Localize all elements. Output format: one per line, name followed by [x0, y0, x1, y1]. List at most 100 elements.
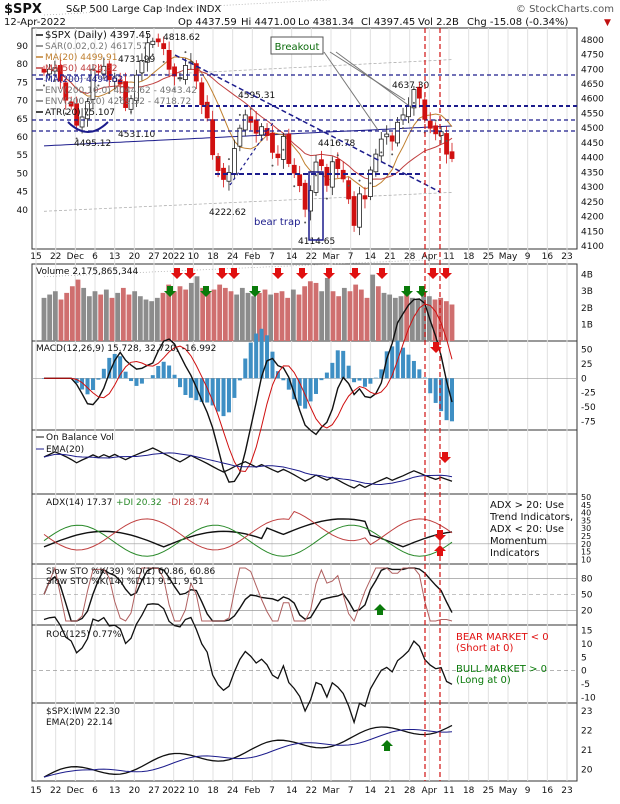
macd-histogram-bar	[96, 378, 100, 379]
macd-histogram-bar	[227, 378, 231, 412]
volume-red-arrow-icon	[296, 268, 308, 279]
volume-bar	[297, 295, 302, 341]
macd-histogram-bar	[167, 366, 171, 379]
x-tick-label-bottom: 7	[348, 786, 354, 796]
x-tick-label-bottom: 14	[365, 786, 377, 796]
price-legend-entry: MA(50) 4424.32	[45, 64, 117, 74]
sar-dot	[348, 185, 350, 187]
breakout-label: Breakout	[275, 42, 320, 53]
x-tick-label-top: 24	[227, 252, 239, 262]
sar-dot	[141, 73, 143, 75]
candle-body	[281, 136, 285, 159]
candle-body	[216, 156, 220, 170]
candle-body	[374, 154, 378, 172]
macd-histogram-bar	[423, 378, 427, 379]
x-tick-label-bottom: May	[499, 786, 518, 796]
volume-tick-label: 3B	[581, 287, 593, 297]
volume-bar	[127, 295, 132, 341]
sar-dot	[413, 102, 415, 104]
volume-bar	[70, 286, 75, 341]
sto-tick-label: 50	[581, 591, 593, 601]
x-tick-label-bottom: 24	[227, 786, 239, 796]
price-annotation: 4114.65	[298, 237, 335, 247]
rsi-scale-label: 60	[17, 133, 29, 143]
x-tick-label-bottom: 14	[286, 786, 298, 796]
volume-bar	[115, 293, 120, 341]
candle-body	[156, 39, 160, 42]
candle-body	[292, 165, 296, 173]
breakout-pointer-2	[330, 52, 405, 100]
volume-green-arrow-icon	[416, 286, 428, 297]
volume-bar	[87, 296, 92, 341]
roc-tick-label: 0	[581, 667, 587, 677]
price-legend-entry: ATR(20) 75.107	[45, 108, 115, 118]
macd-histogram-bar	[319, 378, 323, 380]
volume-bar	[47, 295, 52, 341]
sto-green-arrow-icon	[374, 604, 386, 615]
volume-bar	[206, 293, 211, 341]
sar-dot	[130, 111, 132, 113]
macd-histogram-bar	[309, 378, 313, 401]
volume-bar	[365, 298, 370, 341]
macd-histogram-bar	[374, 378, 378, 379]
adx-note-line: Trend Indicators,	[489, 512, 573, 523]
rsi-scale-label: 70	[17, 97, 29, 107]
ohlc-open: Op 4437.59	[178, 17, 237, 28]
x-tick-label-top: 14	[286, 252, 298, 262]
price-annotation: 4222.62	[209, 208, 246, 218]
macd-histogram-bar	[173, 375, 177, 379]
volume-bar	[302, 286, 307, 341]
macd-histogram-bar	[417, 369, 421, 378]
candle-body	[347, 181, 351, 199]
volume-bar	[59, 300, 64, 341]
candle-body	[211, 120, 215, 155]
ratio-tick-label: 21	[581, 746, 592, 756]
price-annotation: 4416.78	[318, 139, 355, 149]
x-tick-label-top: 16	[542, 252, 554, 262]
candle-body	[401, 115, 405, 120]
volume-green-arrow-icon	[401, 286, 413, 297]
price-legend-entry: ENV(200,5.0) 4269.32 - 4718.72	[45, 97, 191, 107]
bear-market-note: BEAR MARKET < 0	[456, 632, 549, 643]
sar-dot	[282, 149, 284, 151]
rsi-scale-label: 50	[17, 169, 29, 179]
sar-dot	[369, 182, 371, 184]
x-tick-label-bottom: Mar	[323, 786, 340, 796]
candle-body	[243, 115, 247, 130]
macd-histogram-bar	[238, 378, 242, 380]
volume-bar	[110, 298, 115, 341]
candle-body	[276, 154, 280, 158]
candle-body	[358, 194, 362, 227]
volume-red-arrow-icon	[171, 268, 183, 279]
rsi-scale-label: 75	[17, 78, 28, 88]
obv-ema-legend: EMA(20)	[46, 445, 84, 455]
volume-bar	[325, 278, 330, 341]
volume-bar	[342, 288, 347, 341]
volume-bar	[212, 290, 217, 341]
volume-legend: Volume 2,175,865,344	[36, 267, 138, 277]
macd-histogram-bar	[216, 378, 220, 411]
price-tick-label: 4500	[581, 124, 604, 134]
sar-dot	[163, 61, 165, 63]
ohlc-volume: Vol 2.2B	[418, 17, 459, 28]
macd-histogram-bar	[91, 378, 95, 390]
candle-body	[298, 175, 302, 186]
volume-bar	[172, 291, 177, 341]
price-annotation: 4818.62	[163, 33, 200, 43]
x-tick-label-bottom: 9	[525, 786, 531, 796]
x-tick-label-top: 9	[525, 252, 531, 262]
candle-body	[287, 134, 291, 163]
x-tick-label-bottom: Dec	[67, 786, 84, 796]
volume-bar	[359, 290, 364, 341]
envelope-band	[44, 192, 452, 211]
volume-bar	[370, 275, 375, 341]
sar-dot	[239, 114, 241, 116]
ratio-tick-label: 20	[581, 765, 593, 775]
copyright: © StockCharts.com	[516, 4, 614, 15]
volume-bar	[178, 286, 183, 341]
x-tick-label-top: Mar	[323, 252, 340, 262]
macd-histogram-bar	[325, 373, 329, 379]
volume-bar	[268, 295, 273, 341]
change-down-icon: ▼	[604, 18, 611, 28]
x-tick-label-top: 14	[365, 252, 377, 262]
